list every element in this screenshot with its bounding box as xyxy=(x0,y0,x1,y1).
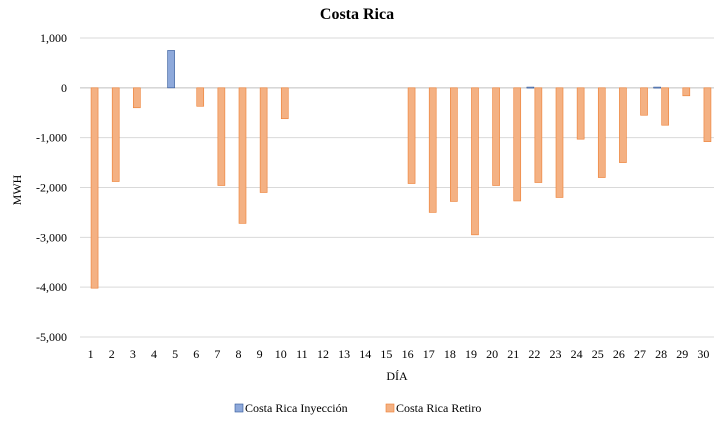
x-tick-label: 21 xyxy=(507,347,519,361)
x-tick-label: 7 xyxy=(214,347,220,361)
x-tick-label: 24 xyxy=(571,347,583,361)
bar-retiro xyxy=(450,87,458,202)
x-tick-label: 1 xyxy=(88,347,94,361)
bar-retiro xyxy=(280,87,289,120)
gridlines xyxy=(80,37,714,338)
legend-label-retiro: Costa Rica Retiro xyxy=(396,401,481,415)
x-axis-label: DÍA xyxy=(386,369,408,383)
x-tick-label: 6 xyxy=(193,347,199,361)
bar-retiro xyxy=(407,87,416,184)
chart-title: Costa Rica xyxy=(320,6,394,23)
x-tick-label: 27 xyxy=(634,347,646,361)
x-tick-label: 25 xyxy=(592,347,604,361)
bar-retiro xyxy=(597,87,606,178)
bar-retiro xyxy=(619,87,627,163)
legend-label-inyeccion: Costa Rica Inyección xyxy=(245,401,348,415)
legend-swatch-inyeccion xyxy=(234,403,244,413)
x-tick-label: 5 xyxy=(172,347,178,361)
bar-retiro xyxy=(471,87,479,236)
bar-retiro xyxy=(90,87,99,289)
bar-retiro xyxy=(259,87,268,193)
bar-retiro xyxy=(196,87,205,107)
x-tick-label: 15 xyxy=(380,347,392,361)
x-axis-ticks: 1 2 3 4 5 6 7 8 9 10 11 12 13 14 15 16 17 18 19 20 21 22 23 24 2… xyxy=(88,347,710,361)
x-tick-label: 28 xyxy=(655,347,667,361)
bar-retiro xyxy=(682,87,691,97)
y-tick-label: 1,000 xyxy=(40,31,67,45)
y-tick-label: -3,000 xyxy=(36,230,67,244)
x-tick-label: 18 xyxy=(444,347,456,361)
x-tick-label: 29 xyxy=(676,347,688,361)
bar-retiro xyxy=(703,87,712,142)
bar-retiro xyxy=(661,87,669,126)
x-tick-label: 12 xyxy=(317,347,329,361)
x-tick-label: 10 xyxy=(275,347,287,361)
x-tick-label: 30 xyxy=(697,347,709,361)
x-tick-label: 13 xyxy=(338,347,350,361)
x-tick-label: 14 xyxy=(359,347,371,361)
bar-retiro xyxy=(238,87,247,224)
x-tick-label: 8 xyxy=(236,347,242,361)
x-tick-label: 17 xyxy=(423,347,435,361)
bar-retiro xyxy=(111,87,120,182)
y-axis-ticks: 1,000 0 -1,000 -2,000 -3,000 -4,000 -5,000 xyxy=(36,31,67,344)
bar-retiro xyxy=(534,87,543,183)
x-tick-label: 22 xyxy=(528,347,540,361)
bar-retiro xyxy=(492,87,500,186)
bar-retiro xyxy=(217,87,226,186)
bar-retiro xyxy=(513,87,522,202)
bar-retiro xyxy=(555,87,564,198)
y-tick-label: -2,000 xyxy=(36,181,67,195)
y-tick-label: 0 xyxy=(61,81,67,95)
bar-retiro xyxy=(428,87,437,213)
x-tick-label: 4 xyxy=(151,347,157,361)
bar-inyeccion xyxy=(526,86,535,89)
x-tick-label: 11 xyxy=(296,347,308,361)
x-tick-label: 23 xyxy=(550,347,562,361)
bar-retiro xyxy=(133,87,141,109)
bars xyxy=(90,50,712,289)
y-axis-label: MWH xyxy=(10,174,24,205)
x-tick-label: 20 xyxy=(486,347,498,361)
y-tick-label: -5,000 xyxy=(36,330,67,344)
bar-inyeccion xyxy=(167,50,175,89)
x-tick-label: 3 xyxy=(130,347,136,361)
y-tick-label: -1,000 xyxy=(36,131,67,145)
bar-retiro xyxy=(640,87,648,116)
x-tick-label: 16 xyxy=(402,347,414,361)
x-tick-label: 19 xyxy=(465,347,477,361)
bar-inyeccion xyxy=(653,86,661,89)
x-tick-label: 9 xyxy=(257,347,263,361)
legend-swatch-retiro xyxy=(385,403,395,413)
x-tick-label: 26 xyxy=(613,347,625,361)
x-tick-label: 2 xyxy=(109,347,115,361)
y-tick-label: -4,000 xyxy=(36,280,67,294)
legend: Costa Rica Inyección Costa Rica Retiro xyxy=(234,401,481,415)
bar-retiro xyxy=(576,87,585,140)
